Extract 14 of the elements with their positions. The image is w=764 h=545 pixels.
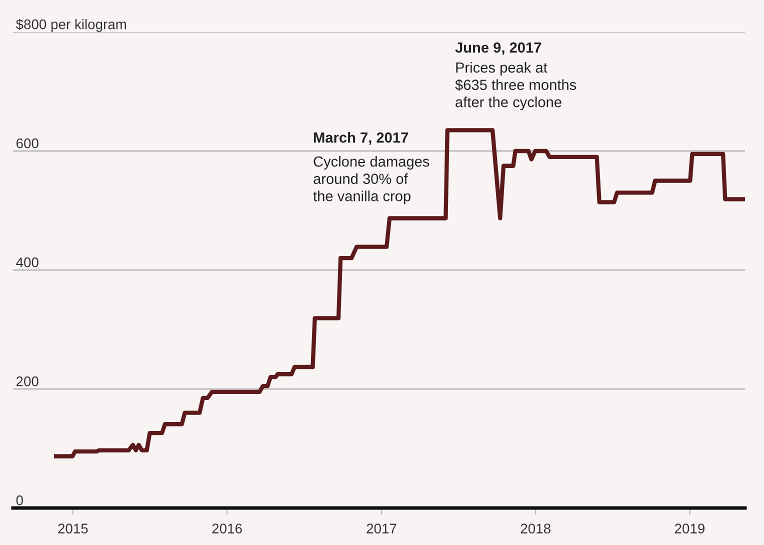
- x-tick-label: 2016: [212, 524, 242, 534]
- x-tick-label: 2015: [58, 524, 88, 534]
- y-tick-label: 0: [16, 495, 23, 506]
- annotation: Prices peak at $635 three months after the cyclone: [455, 62, 576, 110]
- y-tick-label: 400: [16, 257, 38, 268]
- x-tick-label: 2017: [366, 524, 396, 534]
- x-tick-label: 2019: [674, 524, 704, 534]
- y-tick-label: $800 per kilogram: [16, 18, 126, 32]
- annotation: June 9, 2017: [455, 42, 542, 55]
- y-tick-label: 600: [16, 138, 38, 148]
- x-tick-label: 2018: [520, 524, 550, 534]
- annotation: Cyclone damages around 30% of the vanilla crop: [313, 156, 430, 204]
- annotation: March 7, 2017: [314, 132, 408, 145]
- y-tick-label: 200: [16, 376, 38, 386]
